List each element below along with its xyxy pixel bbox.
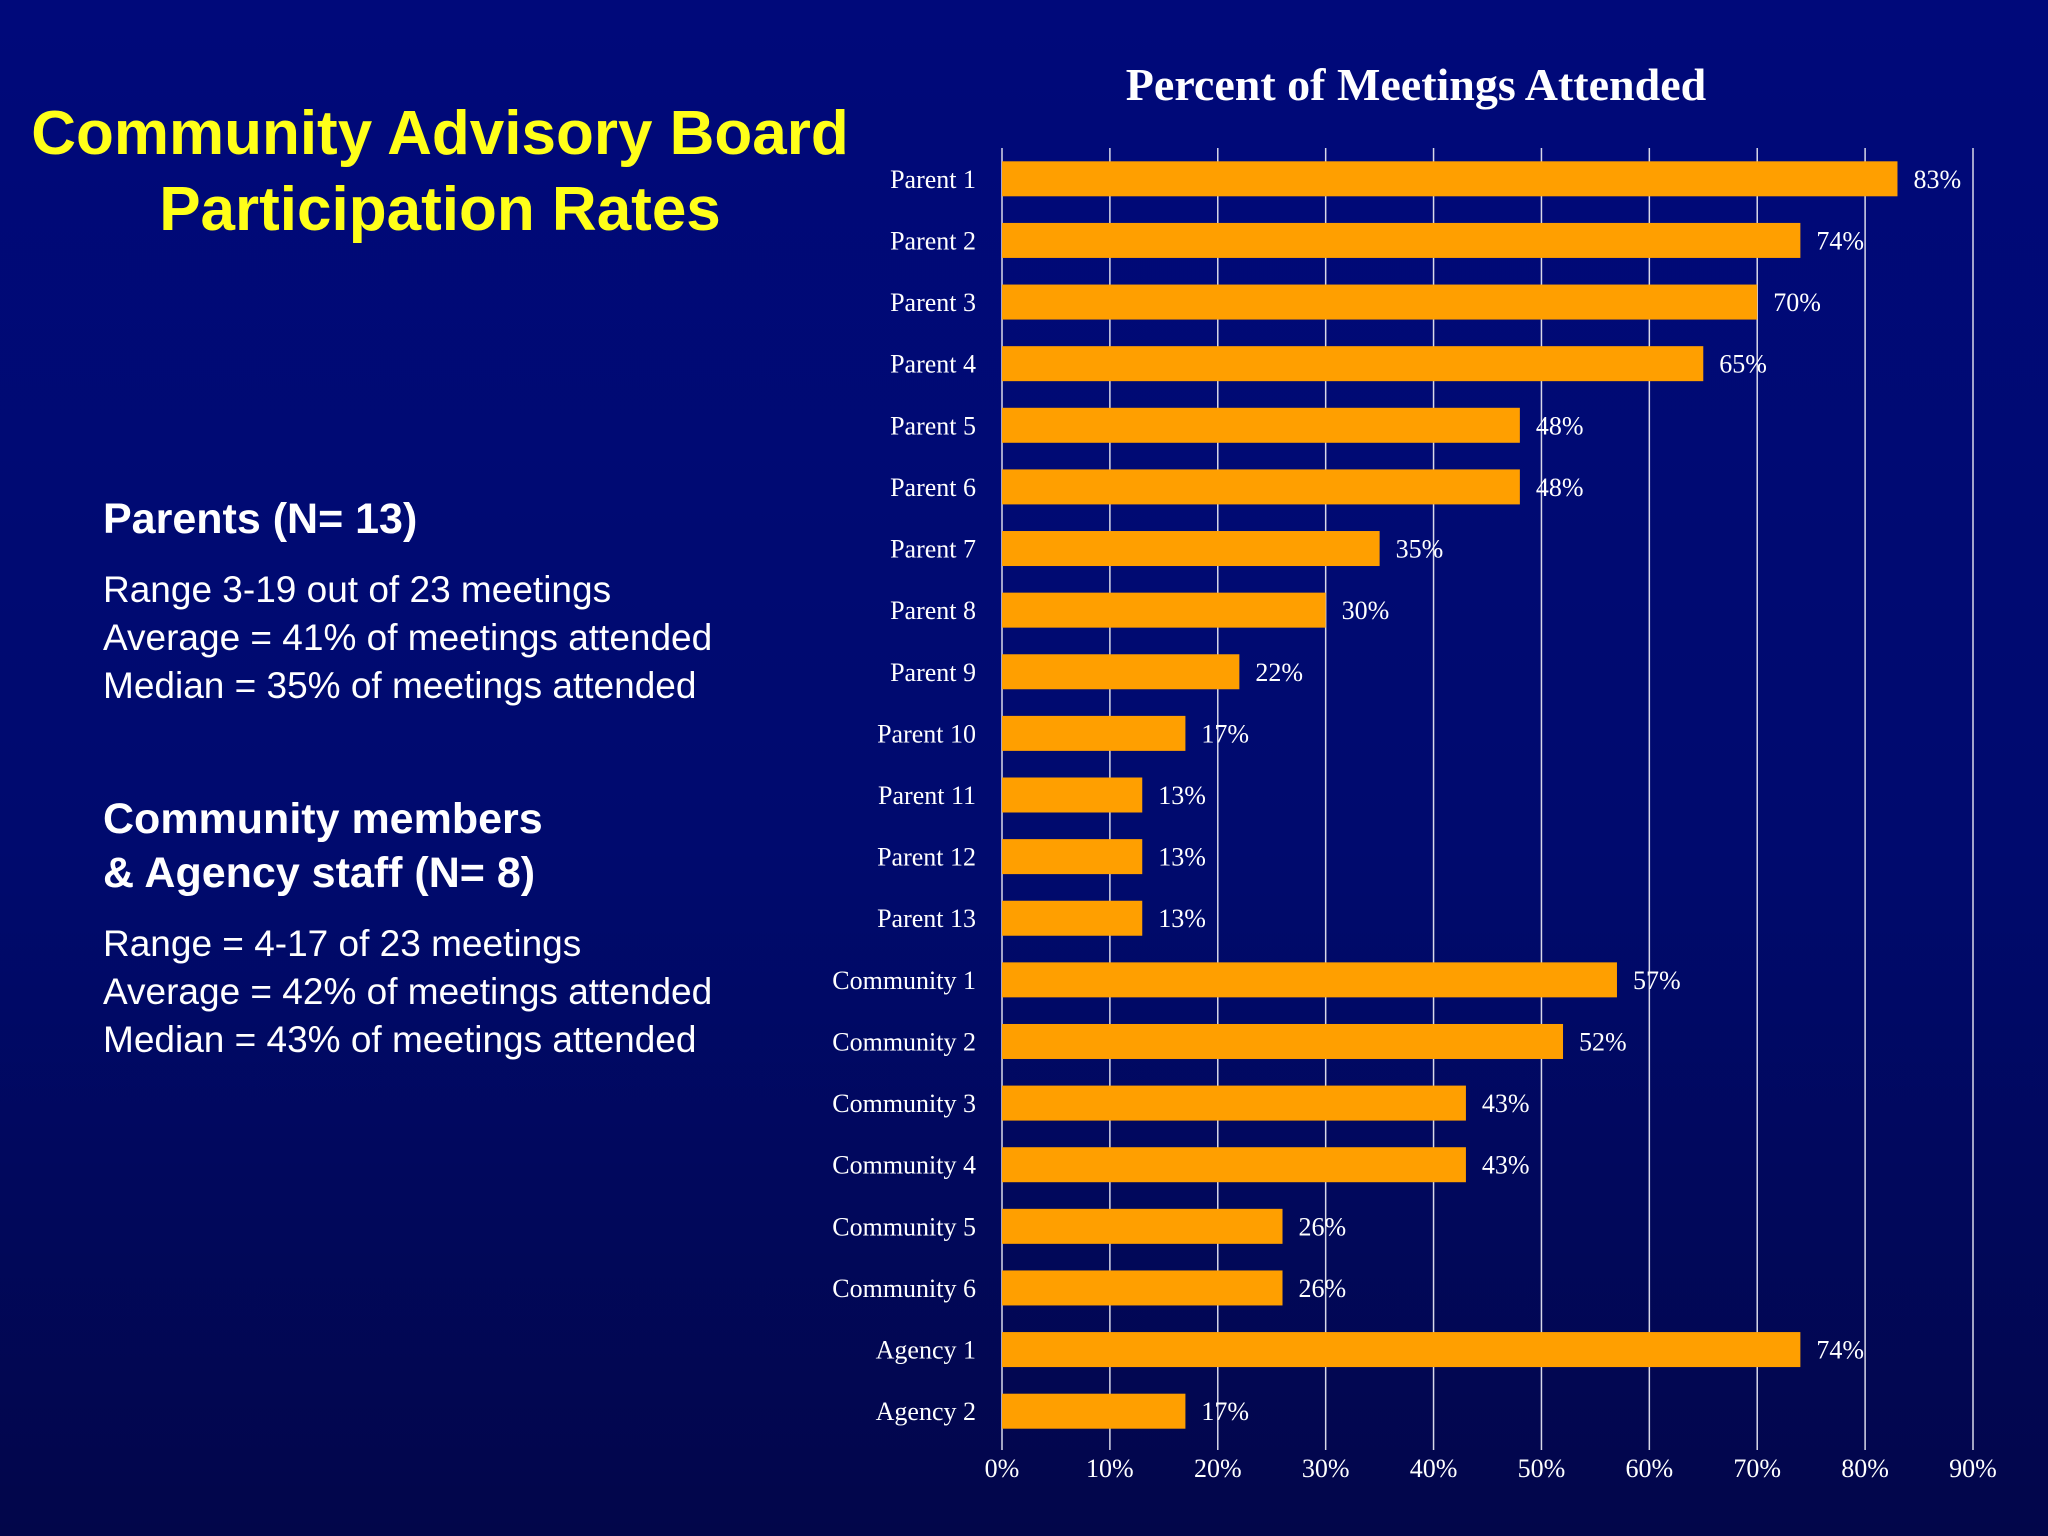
x-tick-label: 0%: [985, 1454, 1020, 1483]
bar: [1002, 1147, 1466, 1183]
x-tick-label: 50%: [1518, 1454, 1566, 1483]
community-median: Median = 43% of meetings attended: [103, 1019, 697, 1060]
category-label: Community 6: [832, 1274, 976, 1303]
bar: [1002, 407, 1520, 443]
x-tick-label: 40%: [1410, 1454, 1458, 1483]
grid-lines: [1001, 148, 1974, 1450]
bar: [1002, 777, 1143, 813]
category-label: Community 5: [832, 1212, 976, 1241]
category-label: Parent 3: [890, 288, 976, 317]
category-label: Parent 12: [877, 843, 976, 872]
x-tick-label: 10%: [1086, 1454, 1134, 1483]
category-label: Agency 1: [876, 1336, 976, 1365]
x-tick-label: 30%: [1302, 1454, 1350, 1483]
category-label: Parent 11: [878, 781, 976, 810]
category-label: Parent 9: [890, 658, 976, 687]
category-label: Parent 2: [890, 226, 976, 255]
value-label: 26%: [1299, 1212, 1347, 1241]
value-label: 48%: [1536, 411, 1584, 440]
value-label: 13%: [1158, 781, 1206, 810]
bar: [1002, 346, 1704, 382]
parents-heading: Parents (N= 13): [103, 495, 418, 543]
labels: Parent 1 83% Parent 2 74% Parent 3 70% Parent …: [832, 165, 1961, 1426]
parents-section-heading: Parents (N= 13): [103, 492, 417, 546]
parents-range: Range 3-19 out of 23 meetings: [103, 569, 612, 610]
bar: [1002, 962, 1617, 998]
bar: [1002, 531, 1380, 567]
value-label: 26%: [1299, 1274, 1347, 1303]
category-label: Agency 2: [876, 1397, 976, 1426]
value-label: 83%: [1913, 165, 1961, 194]
x-axis-ticks: 0% 10% 20% 30% 40% 50% 60% 70% 80% 90%: [985, 1454, 1997, 1483]
x-tick-label: 90%: [1949, 1454, 1997, 1483]
value-label: 17%: [1201, 719, 1249, 748]
x-tick-label: 60%: [1625, 1454, 1673, 1483]
value-label: 74%: [1816, 1336, 1864, 1365]
category-label: Parent 8: [890, 596, 976, 625]
category-label: Parent 5: [890, 411, 976, 440]
bar: [1002, 469, 1520, 505]
value-label: 48%: [1536, 473, 1584, 502]
bar: [1002, 1393, 1186, 1429]
community-average: Average = 42% of meetings attended: [103, 971, 713, 1012]
value-label: 43%: [1482, 1151, 1530, 1180]
category-label: Community 4: [832, 1151, 976, 1180]
value-label: 13%: [1158, 904, 1206, 933]
value-label: 35%: [1396, 535, 1444, 564]
slide-title-line1: Community Advisory Board: [31, 99, 849, 168]
slide-title: Community Advisory Board Participation R…: [20, 96, 860, 248]
community-range: Range = 4-17 of 23 meetings: [103, 923, 582, 964]
value-label: 70%: [1773, 288, 1821, 317]
category-label: Parent 4: [890, 350, 976, 379]
bar: [1002, 592, 1326, 628]
category-label: Community 1: [832, 966, 976, 995]
value-label: 57%: [1633, 966, 1681, 995]
community-heading-line2: & Agency staff (N= 8): [103, 849, 536, 897]
community-heading-line1: Community members: [103, 795, 543, 843]
category-label: Community 2: [832, 1027, 976, 1056]
category-label: Parent 6: [890, 473, 976, 502]
x-tick-label: 70%: [1733, 1454, 1781, 1483]
community-section-heading: Community members & Agency staff (N= 8): [103, 792, 543, 900]
value-label: 22%: [1255, 658, 1303, 687]
bar: [1002, 222, 1801, 258]
chart-title: Percent of Meetings Attended: [1126, 59, 1707, 110]
bar: [1002, 1023, 1564, 1059]
bar: [1002, 715, 1186, 751]
category-label: Parent 7: [890, 535, 976, 564]
value-label: 17%: [1201, 1397, 1249, 1426]
value-label: 30%: [1342, 596, 1390, 625]
bar: [1002, 654, 1240, 690]
category-label: Community 3: [832, 1089, 976, 1118]
parents-median: Median = 35% of meetings attended: [103, 665, 697, 706]
parents-stats: Range 3-19 out of 23 meetings Average = …: [103, 566, 712, 710]
bar: [1002, 1085, 1466, 1121]
category-label: Parent 10: [877, 719, 976, 748]
bar: [1002, 1332, 1801, 1368]
category-label: Parent 13: [877, 904, 976, 933]
value-label: 43%: [1482, 1089, 1530, 1118]
value-label: 13%: [1158, 843, 1206, 872]
value-label: 65%: [1719, 350, 1767, 379]
slide-title-line2: Participation Rates: [159, 175, 721, 244]
bars: [1002, 161, 1898, 1429]
x-tick-label: 20%: [1194, 1454, 1242, 1483]
community-stats: Range = 4-17 of 23 meetings Average = 42…: [103, 920, 712, 1064]
bar: [1002, 161, 1898, 197]
value-label: 52%: [1579, 1027, 1627, 1056]
bar: [1002, 839, 1143, 875]
x-tick-label: 80%: [1841, 1454, 1889, 1483]
category-label: Parent 1: [890, 165, 976, 194]
bar: [1002, 1270, 1283, 1306]
value-label: 74%: [1816, 226, 1864, 255]
bar: [1002, 1208, 1283, 1244]
bar: [1002, 900, 1143, 936]
bar: [1002, 284, 1758, 320]
parents-average: Average = 41% of meetings attended: [103, 617, 713, 658]
